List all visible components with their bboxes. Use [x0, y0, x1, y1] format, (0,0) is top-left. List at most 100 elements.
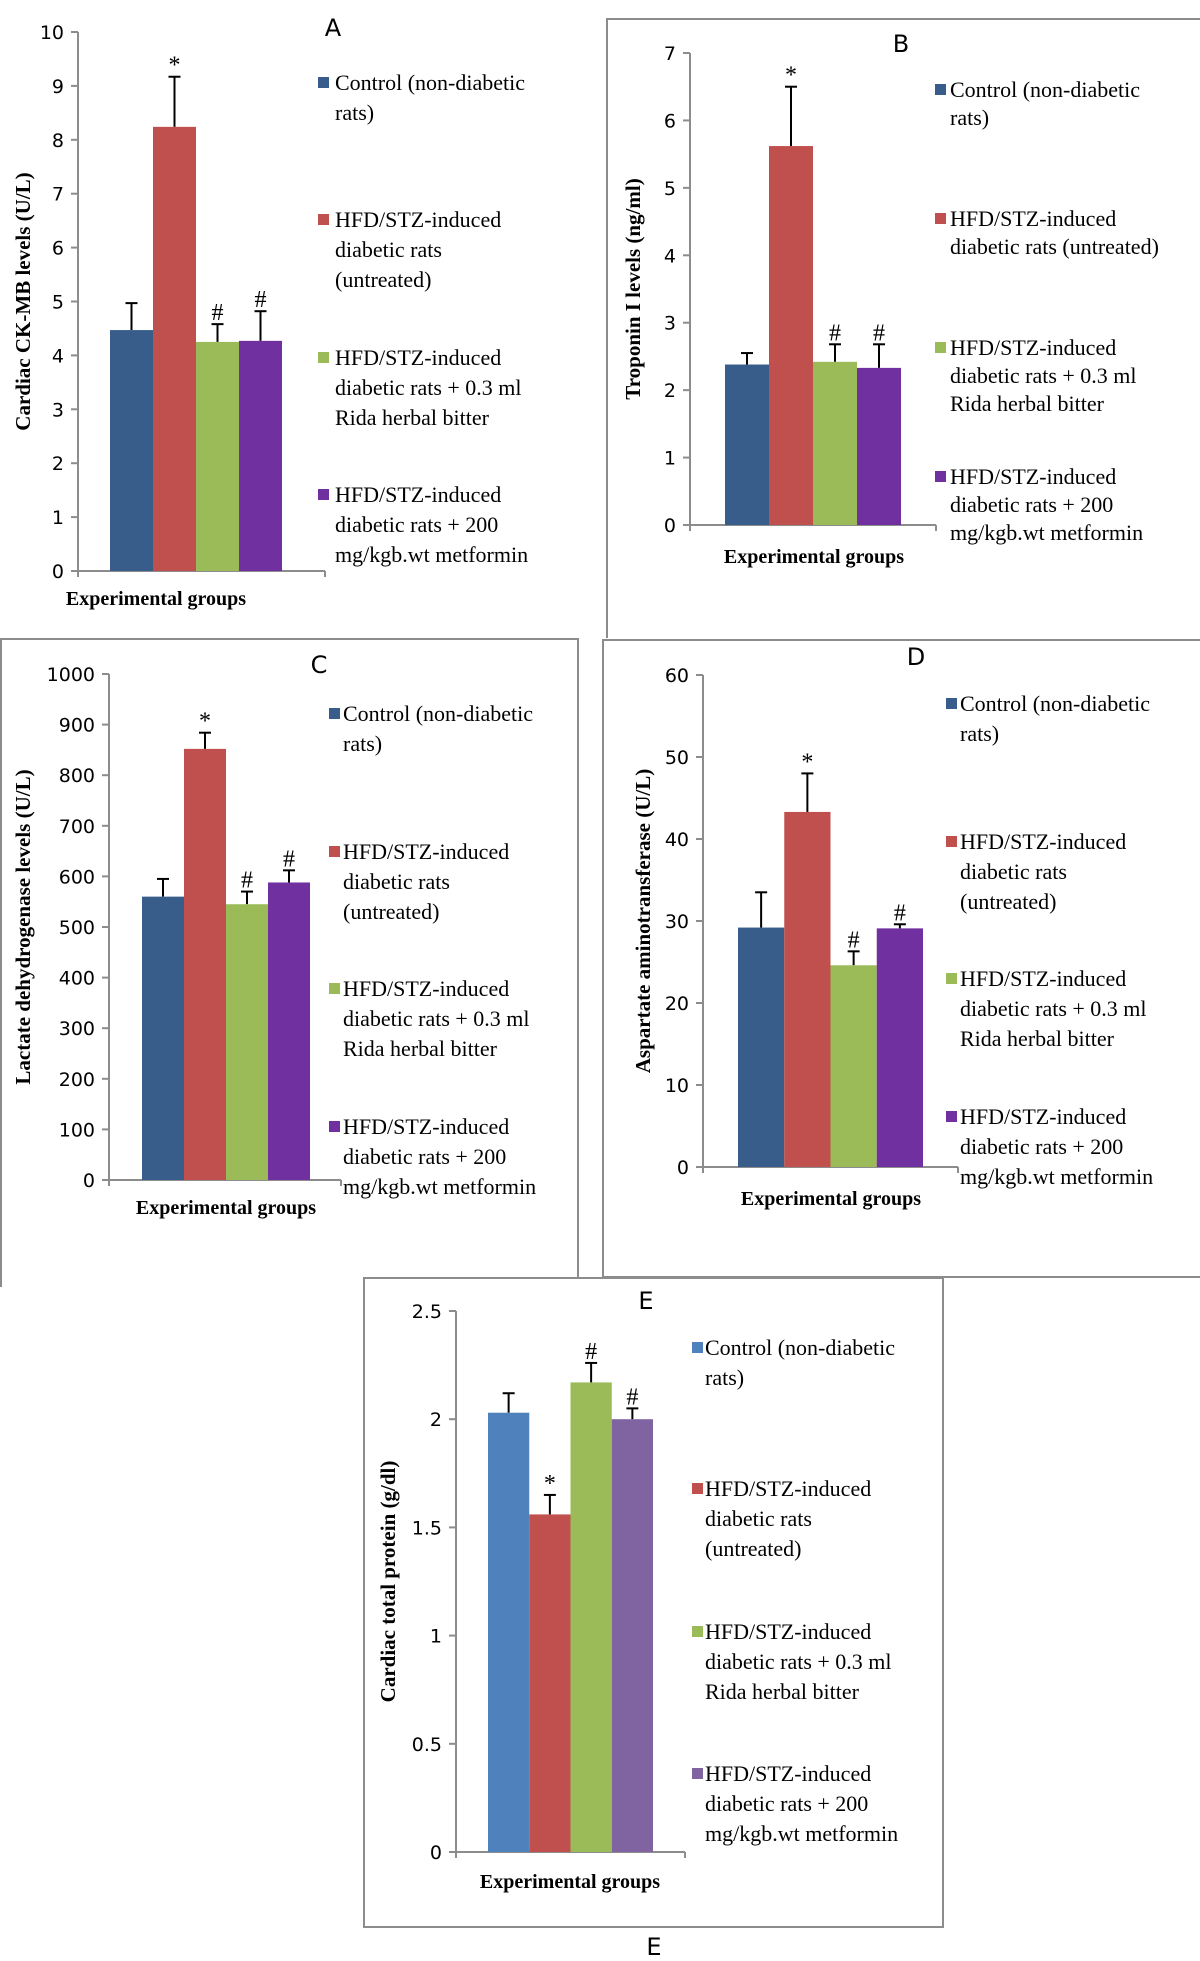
x-axis-label: Experimental groups	[136, 1197, 316, 1219]
y-tick-label: 30	[665, 911, 689, 933]
y-tick-label: 100	[59, 1119, 95, 1141]
significance-marker: *	[801, 749, 813, 775]
bar	[153, 126, 196, 571]
legend-label: HFD/STZ-induced	[960, 829, 1126, 854]
legend-label: Rida herbal bitter	[343, 1036, 498, 1061]
legend-swatch	[318, 214, 329, 225]
y-axis-label: Aspartate aminotransferase (U/L)	[631, 769, 655, 1073]
y-tick-label: 4	[52, 345, 64, 367]
y-tick-label: 0	[52, 561, 64, 583]
y-tick-label: 7	[664, 43, 676, 65]
panel-b: 0 1 2 3 4 5 6 7 Troponin I levels (ng/ml) Experim…	[621, 30, 1159, 568]
bar	[142, 896, 184, 1180]
legend-label: Control (non-diabetic	[705, 1335, 895, 1360]
y-tick-label: 1	[664, 448, 676, 470]
legend-label: diabetic rats (untreated)	[950, 234, 1159, 259]
legend-label: rats)	[343, 731, 382, 756]
y-tick-label: 6	[664, 110, 676, 132]
bar	[738, 927, 785, 1167]
legend-label: HFD/STZ-induced	[343, 976, 509, 1001]
legend-swatch	[946, 836, 957, 847]
legend-label: rats)	[950, 105, 989, 130]
significance-marker: #	[585, 1339, 597, 1365]
panel-c-frame	[0, 638, 579, 1287]
legend-swatch	[946, 1111, 957, 1122]
panel-letter: D	[907, 643, 925, 671]
significance-marker: #	[829, 320, 841, 346]
y-tick-label: 700	[59, 816, 95, 838]
bar	[611, 1419, 653, 1852]
legend-label: (untreated)	[335, 267, 432, 292]
legend-swatch	[318, 489, 329, 500]
legend-label: diabetic rats	[335, 237, 442, 262]
legend-swatch	[946, 698, 957, 709]
legend-label: HFD/STZ-induced	[960, 966, 1126, 991]
y-tick-label: 60	[665, 665, 689, 687]
y-tick-label: 0	[83, 1170, 95, 1192]
legend-label: Rida herbal bitter	[705, 1679, 860, 1704]
significance-marker: *	[169, 53, 181, 79]
y-tick-label: 0.5	[412, 1734, 442, 1756]
significance-marker: *	[544, 1471, 556, 1497]
legend-label: diabetic rats	[960, 859, 1067, 884]
legend-label: Control (non-diabetic	[343, 701, 533, 726]
x-axis-label: Experimental groups	[724, 546, 904, 568]
legend-swatch	[318, 352, 329, 363]
legend-swatch	[935, 471, 946, 482]
y-tick-label: 1000	[47, 664, 95, 686]
y-tick-label: 20	[665, 993, 689, 1015]
legend-swatch	[935, 213, 946, 224]
legend-label: (untreated)	[705, 1536, 802, 1561]
y-tick-label: 10	[40, 22, 64, 44]
legend-label: diabetic rats + 200	[335, 512, 498, 537]
legend-label: HFD/STZ-induced	[335, 207, 501, 232]
y-tick-label: 5	[664, 178, 676, 200]
legend-swatch	[935, 84, 946, 95]
legend-swatch	[692, 1768, 703, 1779]
panel-a: 0 1 2 3 4 5 6 7 8 9 10 Cardiac CK-MB levels (U/L) Ex…	[11, 14, 528, 610]
legend-label: diabetic rats + 0.3 ml	[950, 363, 1137, 388]
y-tick-label: 2.5	[412, 1301, 442, 1323]
legend-label: HFD/STZ-induced	[335, 482, 501, 507]
legend-label: Control (non-diabetic	[960, 691, 1150, 716]
panel-d: 0 10 20 30 40 50 60 Aspartate aminotransferase …	[631, 643, 1153, 1210]
x-axis-label: Experimental groups	[66, 588, 246, 610]
bar	[110, 330, 153, 571]
legend-swatch	[318, 77, 329, 88]
legend-label: HFD/STZ-induced	[950, 206, 1116, 231]
legend-swatch	[329, 846, 340, 857]
y-tick-label: 2	[52, 453, 64, 475]
legend-label: Rida herbal bitter	[950, 391, 1105, 416]
y-tick-label: 1	[430, 1626, 442, 1648]
panel-letter: A	[325, 14, 342, 42]
y-tick-label: 1.5	[412, 1517, 442, 1539]
x-axis-label: Experimental groups	[480, 1871, 660, 1893]
bar	[725, 364, 769, 525]
y-tick-label: 7	[52, 184, 64, 206]
legend-label: HFD/STZ-induced	[950, 335, 1116, 360]
y-axis-label: Cardiac CK-MB levels (U/L)	[11, 172, 35, 430]
legend-swatch	[946, 973, 957, 984]
y-tick-label: 5	[52, 292, 64, 314]
legend-swatch	[692, 1342, 703, 1353]
bar	[529, 1514, 571, 1852]
y-tick-label: 300	[59, 1018, 95, 1040]
y-tick-label: 10	[665, 1075, 689, 1097]
legend-label: mg/kgb.wt metformin	[960, 1164, 1153, 1189]
legend-label: Control (non-diabetic	[950, 77, 1140, 102]
legend-label: HFD/STZ-induced	[705, 1476, 871, 1501]
bar	[830, 965, 877, 1167]
y-tick-label: 8	[52, 130, 64, 152]
panel-b-frame	[606, 18, 1200, 638]
bar	[184, 748, 226, 1180]
y-tick-label: 400	[59, 968, 95, 990]
legend-swatch	[692, 1626, 703, 1637]
legend-label: HFD/STZ-induced	[960, 1104, 1126, 1129]
legend-label: rats)	[335, 100, 374, 125]
significance-marker: #	[848, 927, 860, 953]
bar	[196, 341, 239, 571]
legend-label: mg/kgb.wt metformin	[343, 1174, 536, 1199]
bar	[857, 367, 901, 525]
y-tick-label: 0	[664, 515, 676, 537]
y-tick-label: 6	[52, 238, 64, 260]
